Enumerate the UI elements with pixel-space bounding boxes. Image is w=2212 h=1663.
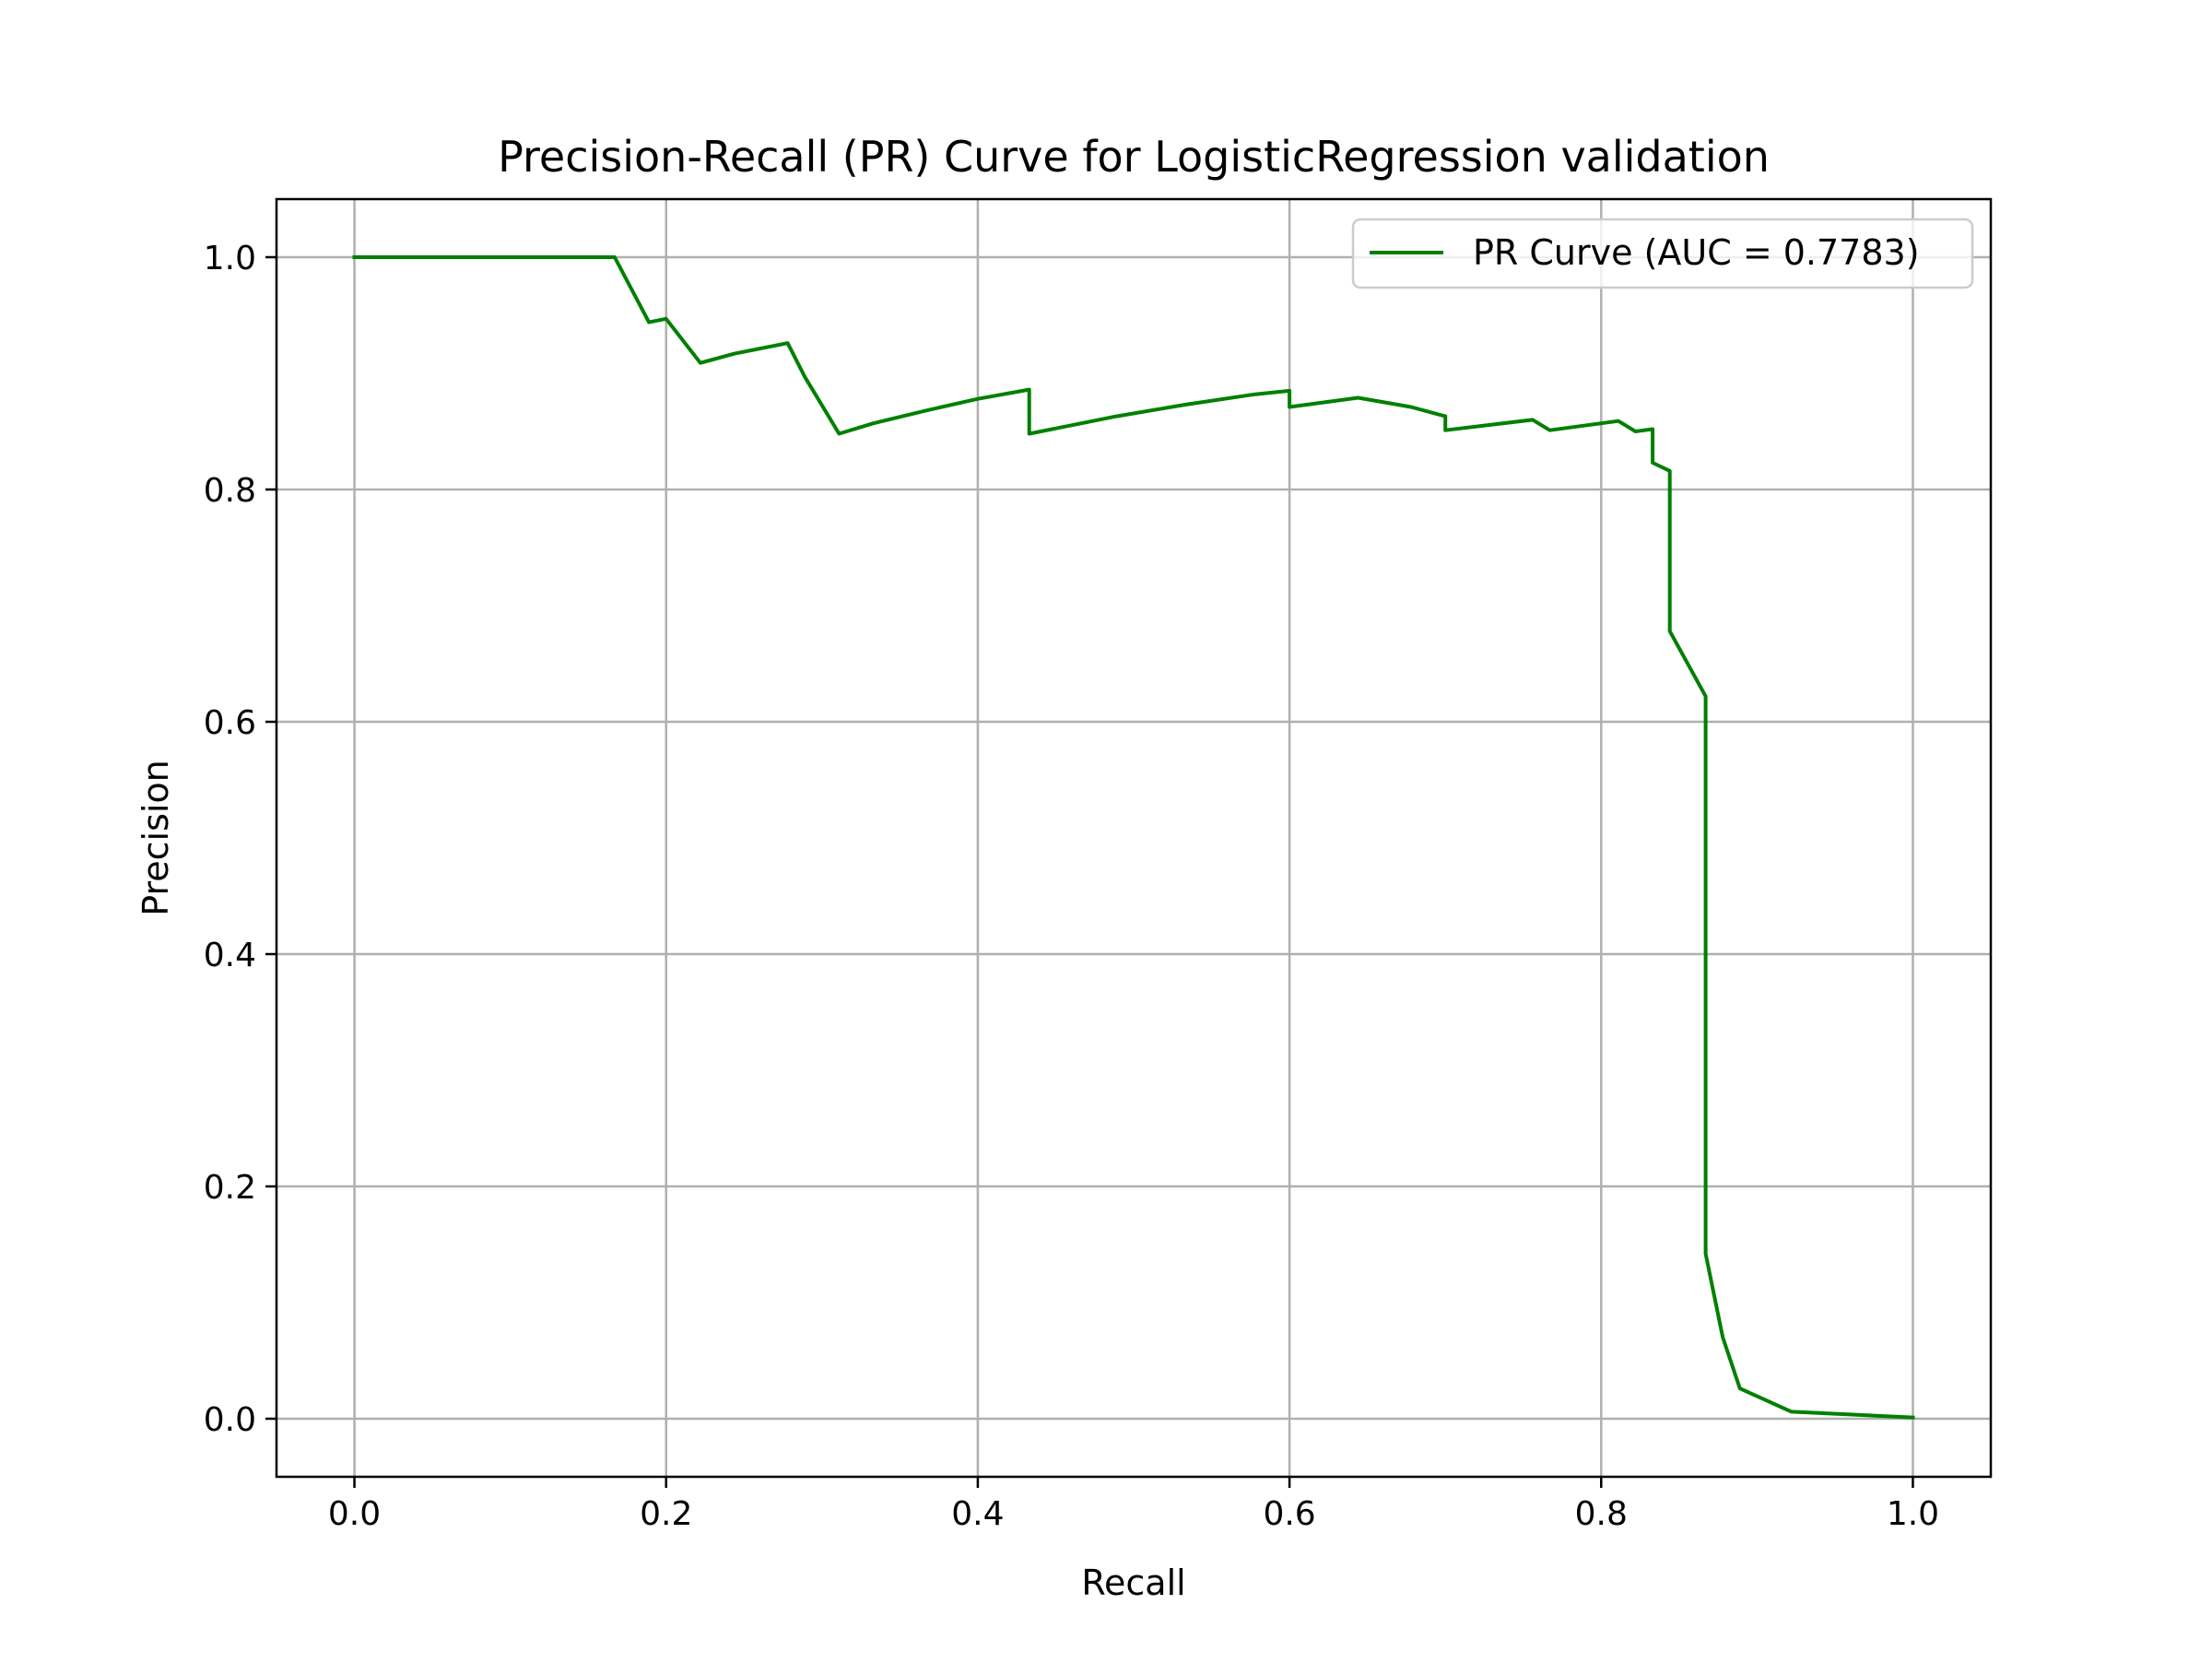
legend: PR Curve (AUC = 0.7783) [1351, 218, 1974, 289]
chart-title: Precision-Recall (PR) Curve for Logistic… [498, 132, 1770, 182]
y-tick-label: 0.0 [204, 1401, 256, 1439]
y-tick-label: 0.4 [204, 937, 256, 974]
x-tick-label: 0.2 [640, 1495, 692, 1533]
legend-label: PR Curve (AUC = 0.7783) [1473, 232, 1920, 273]
x-tick-label: 0.4 [951, 1495, 1004, 1533]
y-tick-label: 0.6 [204, 704, 256, 742]
series-layer [352, 255, 1915, 1420]
legend-box [1351, 218, 1974, 289]
y-axis-label: Precision [135, 760, 176, 916]
y-tick-label: 0.8 [204, 472, 256, 510]
x-tick-label: 1.0 [1887, 1495, 1939, 1533]
x-axis-label: Recall [1081, 1563, 1185, 1603]
pr-curve-line [352, 255, 1915, 1420]
x-tick-label: 0.8 [1575, 1495, 1628, 1533]
plot-frame [275, 197, 1993, 1479]
x-tick-label: 0.0 [328, 1495, 381, 1533]
y-tick-label: 0.2 [204, 1169, 256, 1207]
x-tick-label: 0.6 [1263, 1495, 1315, 1533]
ticks: 0.0 0.2 0.4 0.6 0.8 1.0 0.0 0.2 0.4 0.6 0.8 1.0 [204, 240, 1939, 1533]
y-tick-label: 1.0 [204, 240, 256, 277]
